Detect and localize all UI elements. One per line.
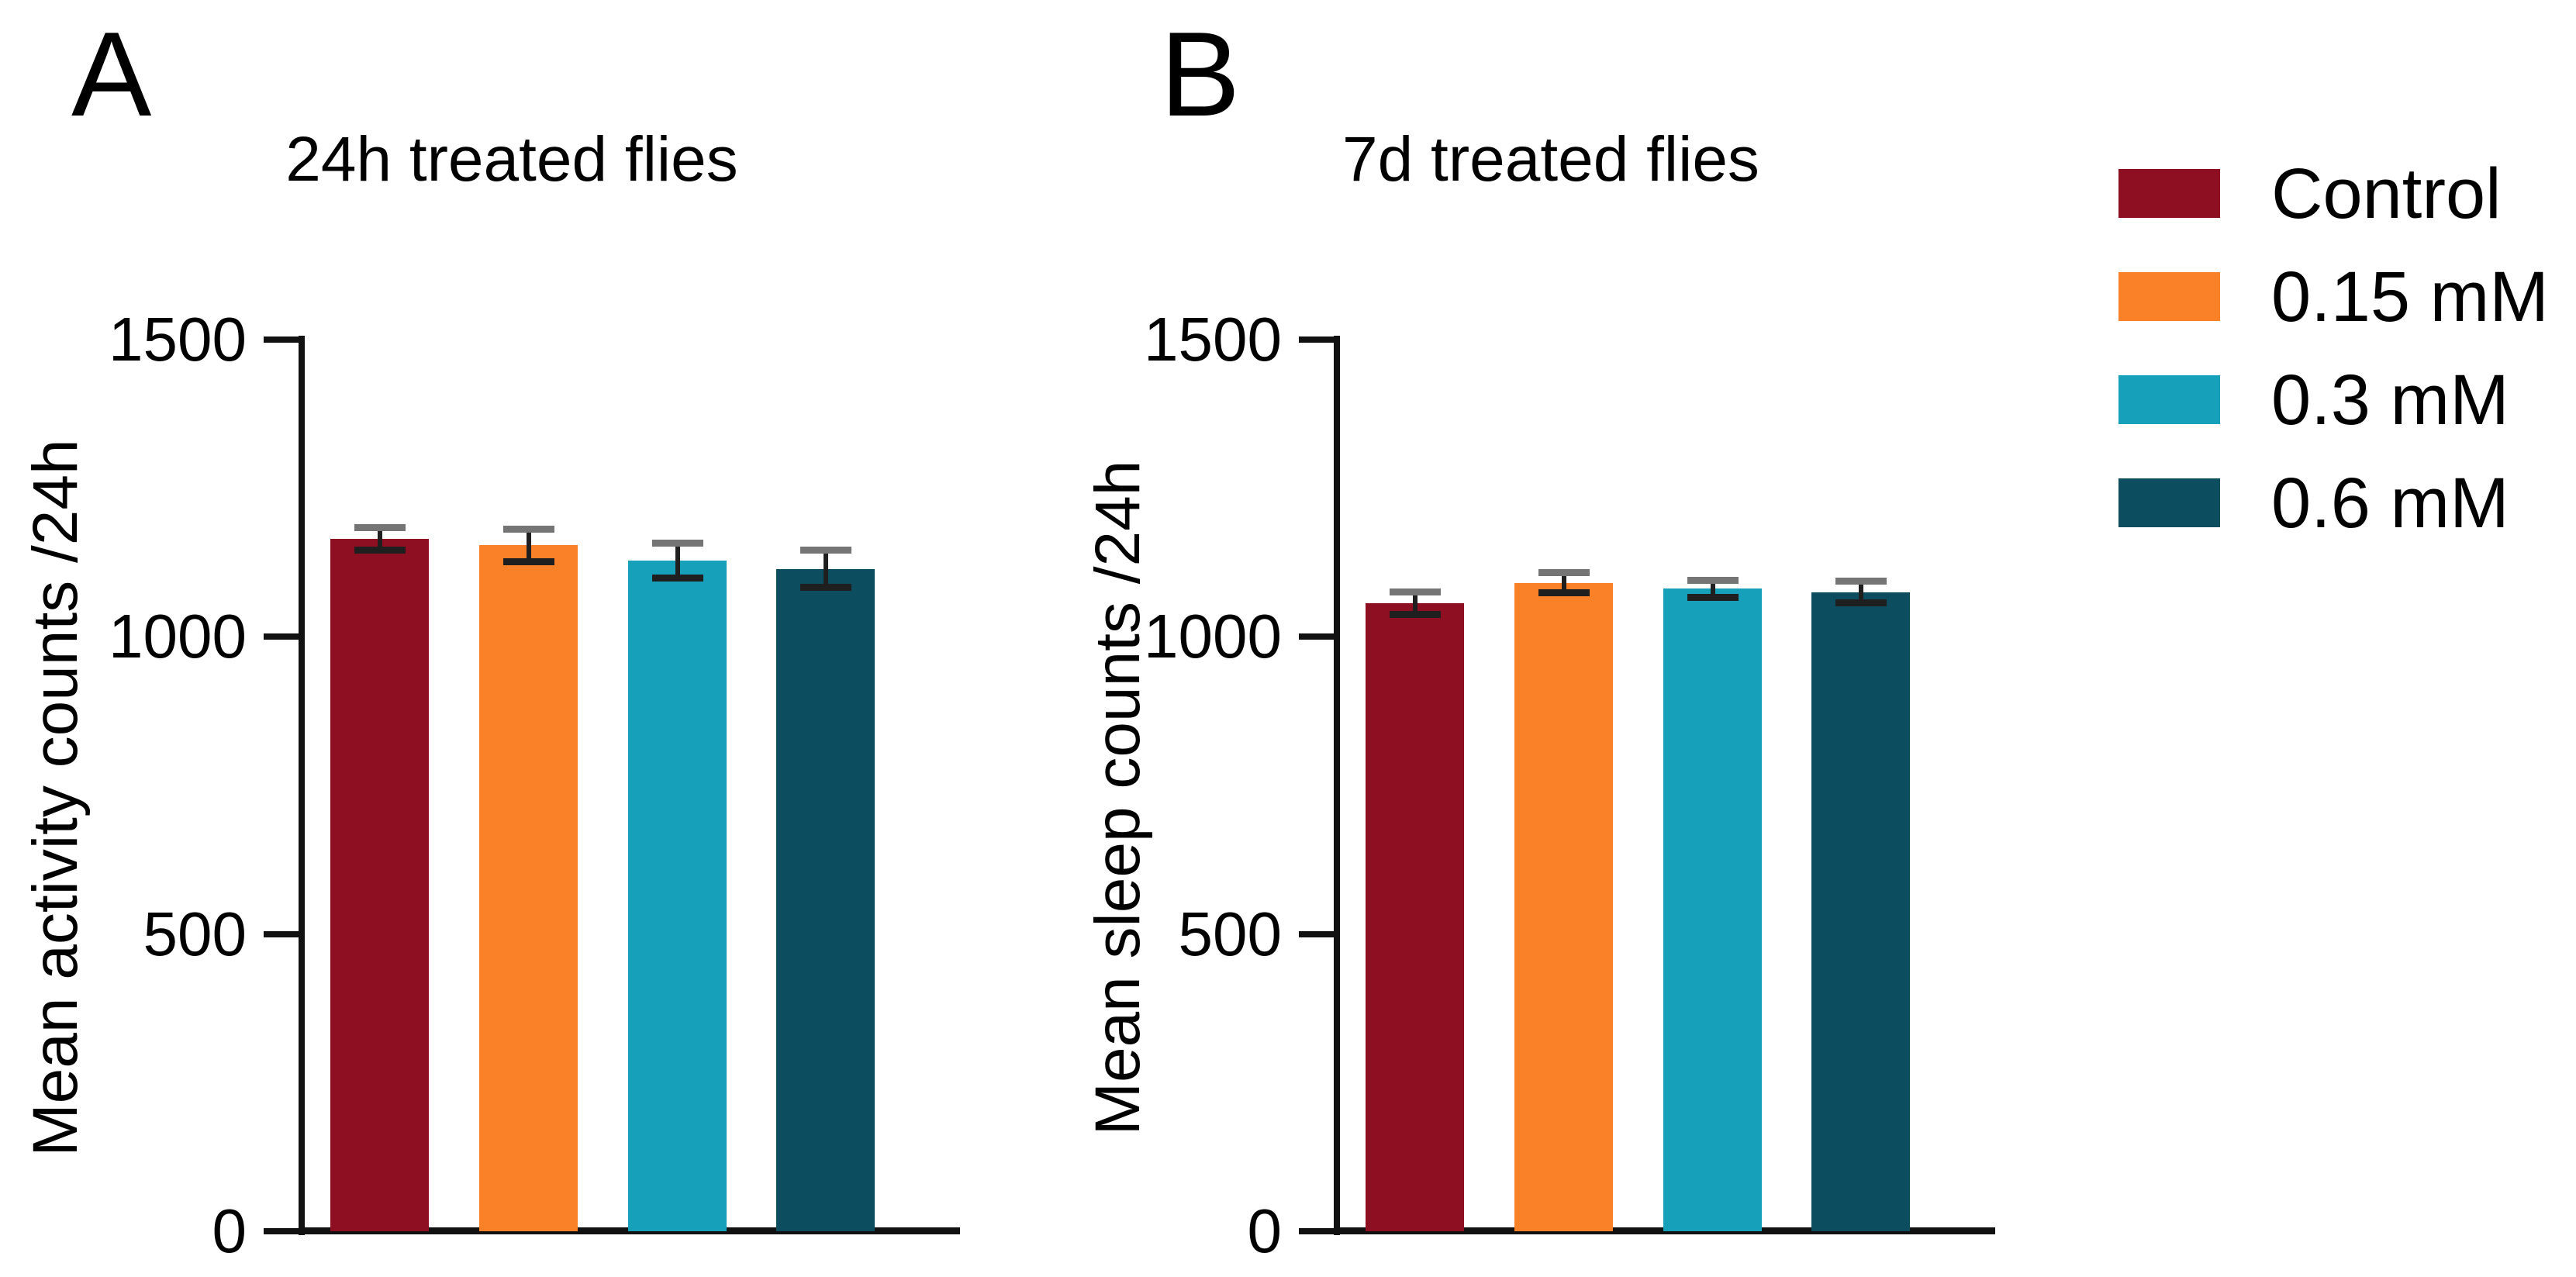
y-tick-mark (264, 930, 299, 937)
y-tick-mark (264, 1228, 299, 1234)
legend-label: 0.3 mM (2271, 360, 2509, 440)
error-cap-bottom (1538, 589, 1590, 596)
bar-0-6-mm-panel-b (1811, 592, 1910, 1231)
error-cap-top (354, 524, 406, 531)
y-tick-label: 500 (1178, 899, 1282, 968)
error-cap-bottom (651, 575, 703, 582)
y-tick-label: 1000 (1144, 602, 1282, 671)
bar-control-panel-a (330, 539, 429, 1231)
y-tick-mark (1299, 337, 1334, 343)
bar-control-panel-b (1366, 603, 1464, 1231)
legend-label: 0.15 mM (2271, 257, 2549, 337)
panel-b-plot-area: 0 500 1000 1500 (1144, 305, 1995, 1265)
bar-0-15-mm-panel-b (1514, 583, 1613, 1231)
error-whisker (823, 547, 828, 591)
bar-0-3-mm-panel-b (1663, 588, 1762, 1231)
error-cap-bottom (799, 584, 851, 591)
error-whisker (675, 540, 680, 582)
error-cap-bottom (1389, 611, 1441, 618)
legend-swatch (2118, 272, 2220, 321)
error-bar-control (354, 524, 406, 554)
error-bar-0-6-mm (799, 547, 851, 591)
error-whisker (526, 526, 531, 565)
y-tick-mark (1299, 1228, 1334, 1234)
error-whisker (1561, 569, 1566, 596)
error-bar-0-3-mm (651, 540, 703, 582)
y-axis-line (1334, 336, 1340, 1235)
error-cap-top (502, 526, 554, 533)
error-bar-control (1389, 588, 1441, 618)
y-tick-label: 0 (212, 1196, 247, 1265)
y-tick-mark (1299, 633, 1334, 640)
error-cap-top (1538, 569, 1590, 576)
error-bar-0-15-mm (502, 526, 554, 565)
panel-a-y-axis-label: Mean activity counts /24h (20, 439, 91, 1157)
error-cap-bottom (502, 558, 554, 565)
error-cap-top (1687, 577, 1739, 584)
legend-item-0-3-mm: 0.3 mM (2118, 363, 2576, 437)
error-whisker (1858, 578, 1863, 606)
error-cap-top (1389, 588, 1441, 595)
y-tick-label: 1500 (1144, 305, 1282, 374)
y-tick-mark (1299, 930, 1334, 937)
y-tick-label: 1000 (109, 602, 247, 671)
error-bar-0-6-mm (1835, 578, 1887, 606)
error-cap-top (1835, 578, 1887, 585)
panel-a-letter: A (71, 7, 152, 141)
error-cap-bottom (1687, 594, 1739, 601)
bar-0-15-mm-panel-a (479, 545, 578, 1231)
panel-a-title: 24h treated flies (285, 124, 738, 195)
error-cap-bottom (354, 547, 406, 554)
y-tick-mark (264, 633, 299, 640)
y-tick-mark (264, 337, 299, 343)
legend-swatch (2118, 478, 2220, 527)
error-whisker (1710, 577, 1715, 601)
panel-b-y-axis-label: Mean sleep counts /24h (1083, 460, 1153, 1136)
legend-item-0-15-mm: 0.15 mM (2118, 260, 2576, 334)
error-cap-bottom (1835, 599, 1887, 606)
bar-0-6-mm-panel-a (776, 569, 875, 1231)
legend-swatch (2118, 169, 2220, 218)
y-tick-label: 0 (1247, 1196, 1283, 1265)
panel-b-letter: B (1160, 7, 1241, 141)
error-bar-0-15-mm (1538, 569, 1590, 596)
legend: Control 0.15 mM 0.3 mM 0.6 mM (2118, 157, 2576, 582)
y-tick-label: 1500 (109, 305, 247, 374)
error-cap-top (799, 547, 851, 554)
legend-label: Control (2271, 154, 2502, 233)
legend-label: 0.6 mM (2271, 463, 2509, 543)
error-whisker (1412, 588, 1417, 618)
bar-0-3-mm-panel-a (628, 561, 727, 1231)
error-bar-0-3-mm (1687, 577, 1739, 601)
legend-item-0-6-mm: 0.6 mM (2118, 466, 2576, 540)
panel-a-plot-area: 0 500 1000 1500 (109, 305, 960, 1265)
error-cap-top (651, 540, 703, 547)
y-tick-label: 500 (143, 899, 247, 968)
error-whisker (377, 524, 382, 554)
y-axis-line (299, 336, 305, 1235)
panel-b-title: 7d treated flies (1342, 124, 1759, 195)
legend-swatch (2118, 375, 2220, 424)
legend-item-control: Control (2118, 157, 2576, 231)
